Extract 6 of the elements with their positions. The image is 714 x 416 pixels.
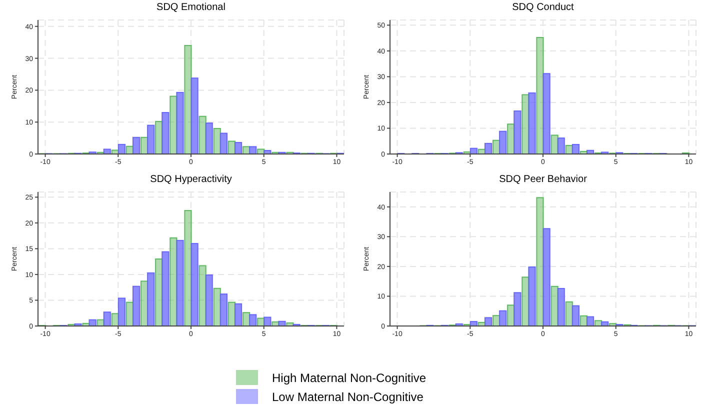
chart-title: SDQ Conduct bbox=[511, 2, 575, 13]
chart-title: SDQ Hyperactivity bbox=[149, 174, 233, 185]
legend-label: Low Maternal Non-Cognitive bbox=[272, 390, 424, 404]
legend-label: High Maternal Non-Cognitive bbox=[272, 370, 426, 384]
chart-title: SDQ Emotional bbox=[156, 2, 226, 13]
chart-title: SDQ Peer Behavior bbox=[498, 174, 588, 185]
